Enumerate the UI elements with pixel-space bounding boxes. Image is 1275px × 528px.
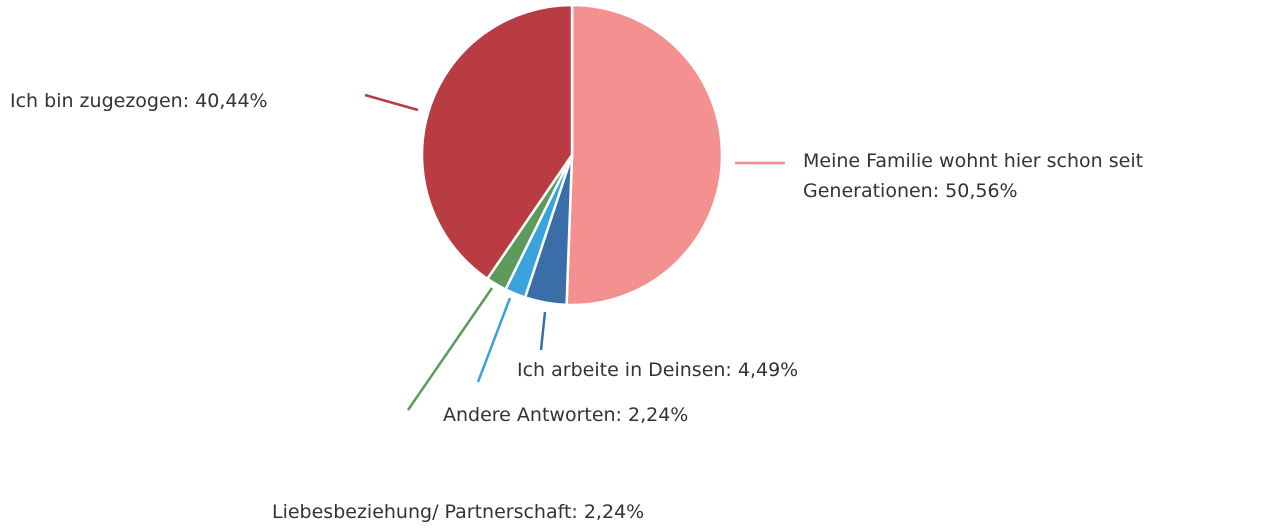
- slice-label: Liebesbeziehung/ Partnerschaft: 2,24%: [272, 501, 645, 523]
- leader-line: [406, 287, 494, 411]
- slice-label: Andere Antworten: 2,24%: [443, 404, 689, 426]
- slice-label: Ich bin zugezogen: 40,44%: [10, 90, 268, 112]
- leader-line: [476, 297, 512, 383]
- slice-label: Ich arbeite in Deinsen: 4,49%: [517, 359, 799, 381]
- leader-line: [539, 311, 547, 351]
- leader-line: [364, 93, 419, 112]
- slice-label: Meine Familie wohnt hier schon seit Gene…: [803, 150, 1144, 202]
- pie-slice: [565, 3, 724, 307]
- pie-slice: [420, 3, 574, 281]
